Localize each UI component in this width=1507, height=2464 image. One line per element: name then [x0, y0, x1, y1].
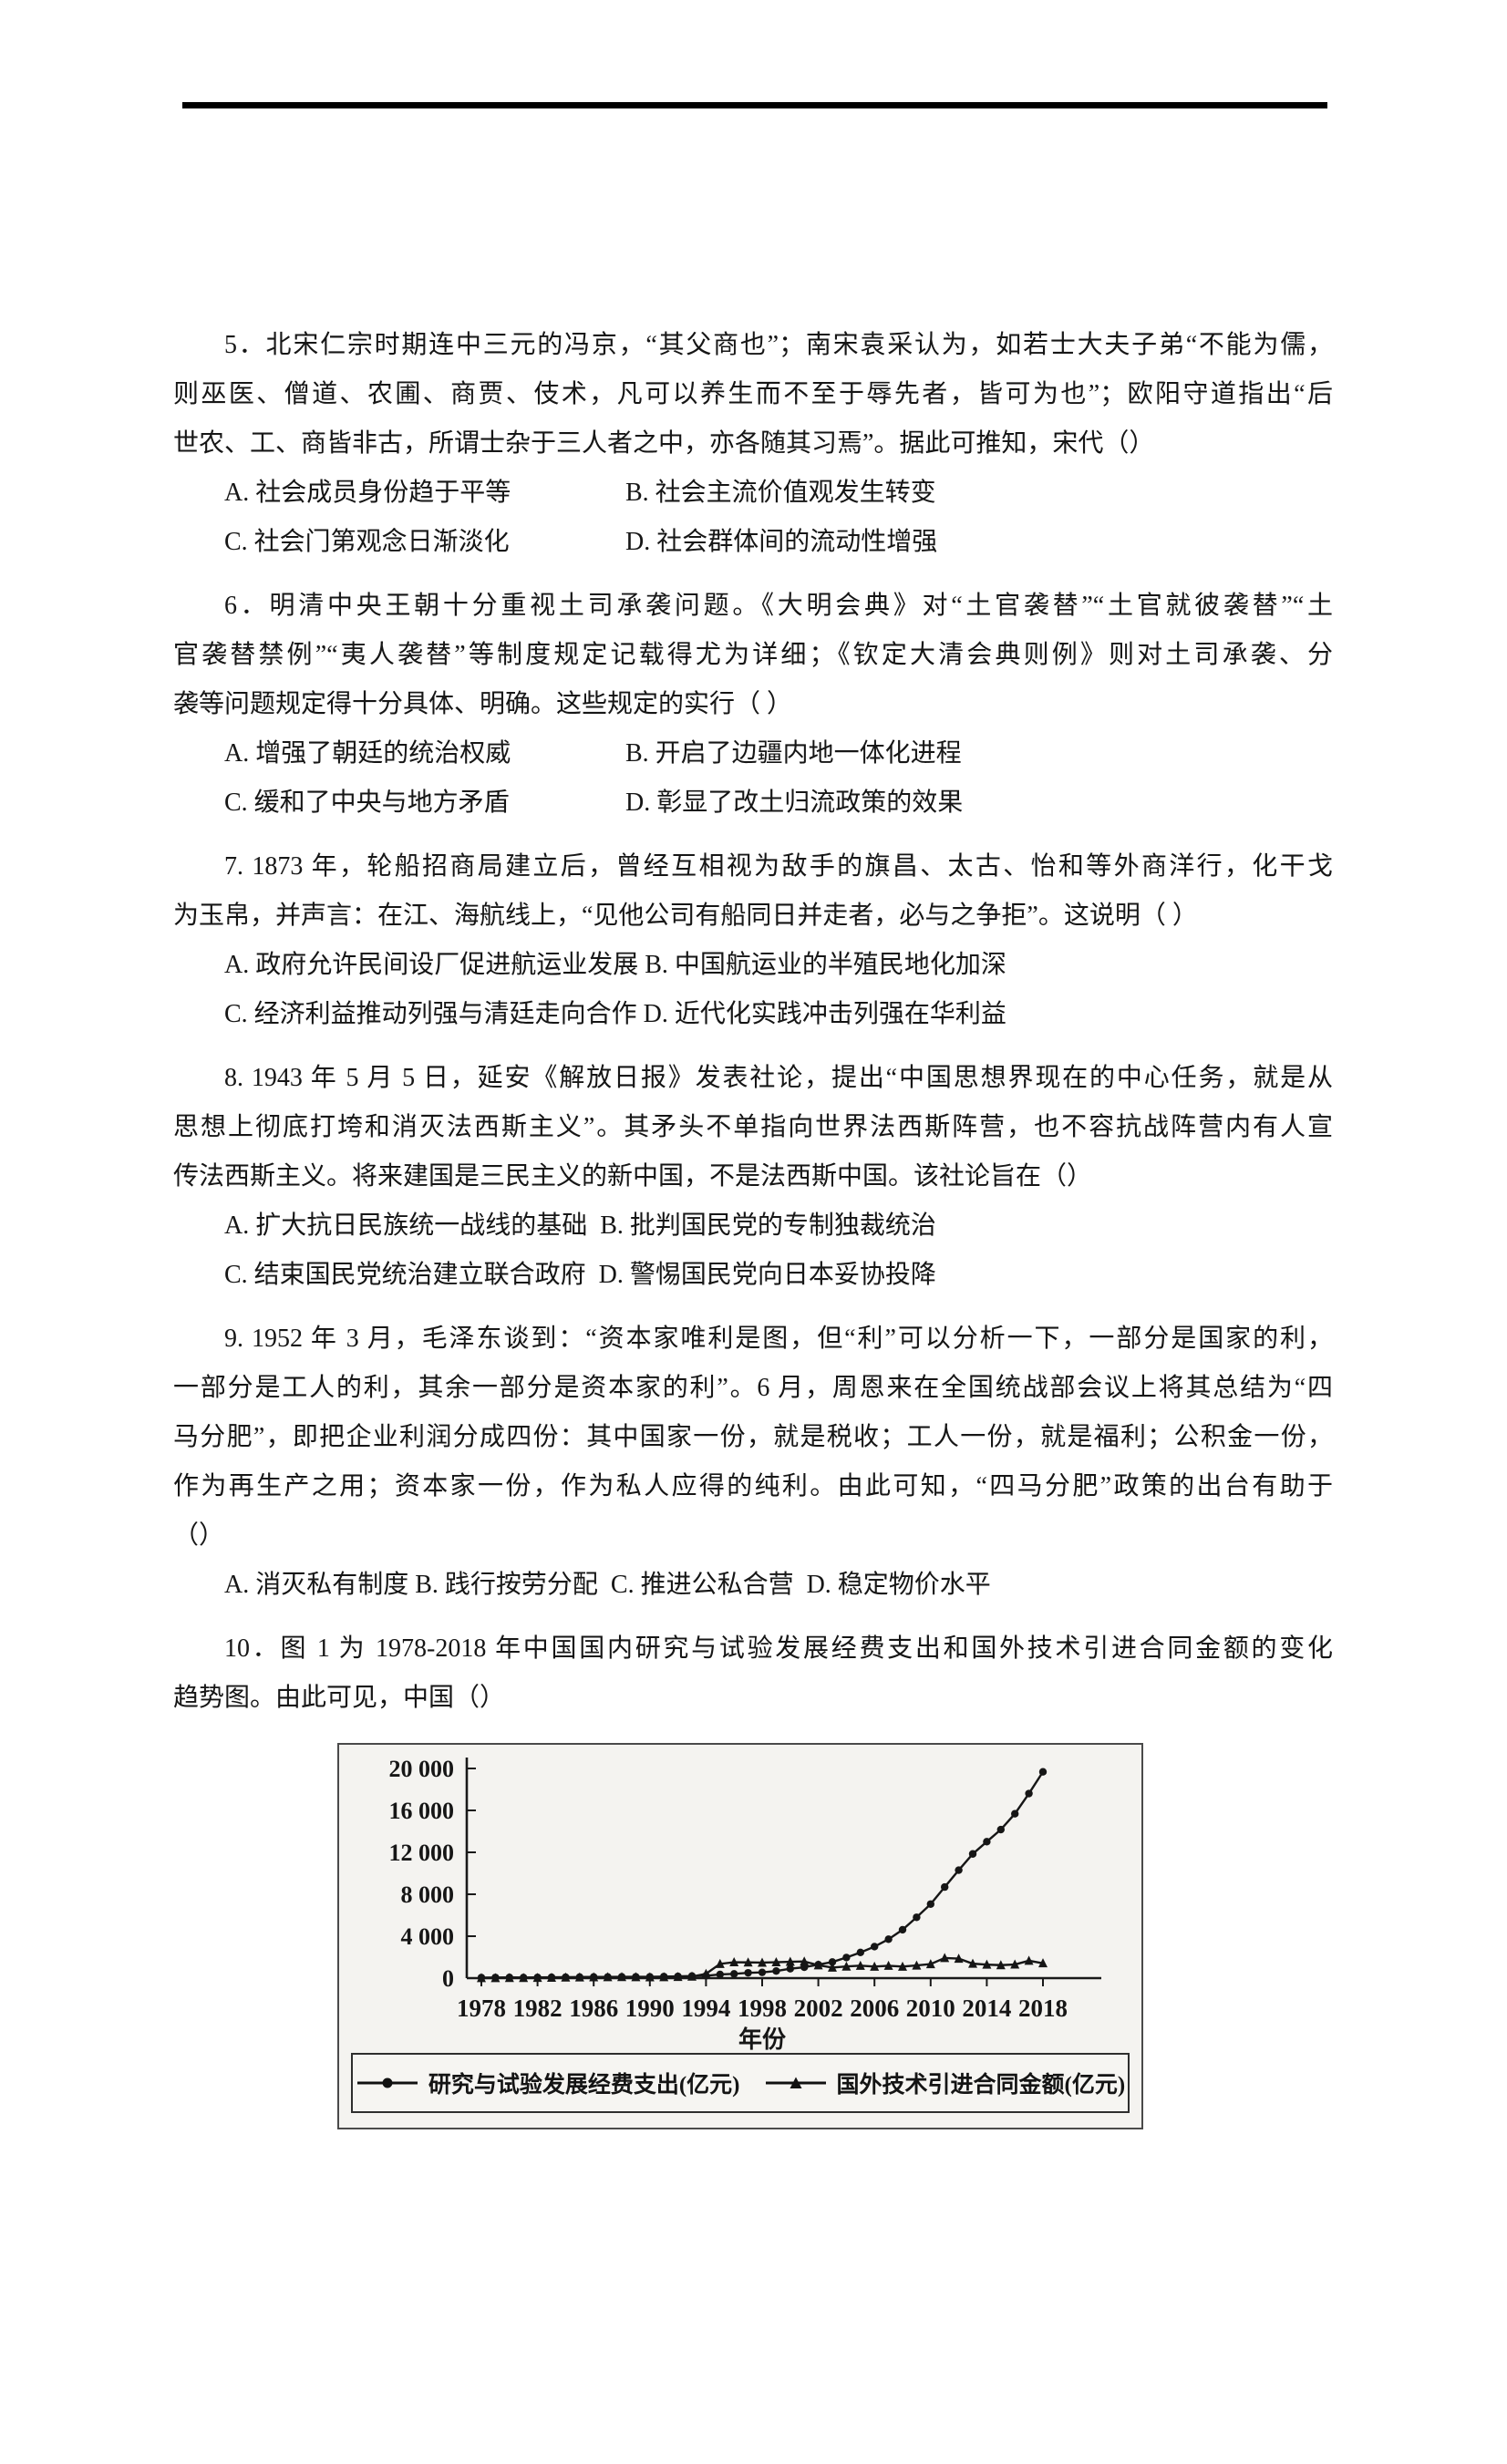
svg-text:2006: 2006 — [850, 1995, 899, 2022]
options-row: C. 缓和了中央与地方矛盾 D. 彰显了改土归流政策的效果 — [173, 778, 1333, 828]
svg-text:1986: 1986 — [569, 1995, 618, 2022]
options-row: C. 结束国民党统治建立联合政府 D. 警惕国民党向日本妥协投降 — [224, 1261, 936, 1289]
svg-text:1978: 1978 — [457, 1995, 506, 2022]
svg-text:20 000: 20 000 — [389, 1756, 455, 1782]
option-d: D. 社会群体间的流动性增强 — [625, 528, 938, 556]
options-row: C. 经济利益推动列强与清廷走向合作 D. 近代化实践冲击列强在华利益 — [224, 1000, 1006, 1028]
legend-label: 国外技术引进合同金额(亿元) — [836, 2073, 1126, 2098]
legend-item-rd-expenditure: 研究与试验发展经费支出(亿元) — [356, 2067, 740, 2099]
question-text-line: 6．明清中央王朝十分重视土司承袭问题。《大明会典》对“土官袭替”“土官就彼袭替”… — [224, 592, 1333, 620]
option-b: B. 开启了边疆内地一体化进程 — [625, 739, 962, 768]
line-chart-plot: 0 4 000 8 000 12 000 16 000 20 000 1978 1982 198… — [389, 1756, 1101, 2051]
question-9: 9. 1952 年 3 月，毛泽东谈到：“资本家唯利是图，但“利”可以分析一下，… — [173, 1314, 1333, 1610]
question-text-line: 10．图 1 为 1978-2018 年中国国内研究与试验发展经费支出和国外技术… — [224, 1634, 1333, 1663]
svg-text:1994: 1994 — [681, 1995, 730, 2022]
question-text-line: 袭等问题规定得十分具体、明确。这些规定的实行（ ） — [173, 690, 793, 718]
svg-text:2010: 2010 — [906, 1995, 955, 2022]
option-c: C. 缓和了中央与地方矛盾 — [224, 789, 510, 817]
question-text-line: （） — [173, 1521, 225, 1550]
options-row: C. 社会门第观念日渐淡化 D. 社会群体间的流动性增强 — [173, 518, 1333, 567]
legend-item-tech-import: 国外技术引进合同金额(亿元) — [764, 2067, 1126, 2099]
svg-text:12 000: 12 000 — [389, 1840, 455, 1866]
chart-legend: 研究与试验发展经费支出(亿元) 国外技术引进合同金额(亿元) — [351, 2053, 1130, 2113]
options-row: A. 消灭私有制度 B. 践行按劳分配 C. 推进公私合营 D. 稳定物价水平 — [224, 1571, 991, 1599]
option-d: D. 彰显了改土归流政策的效果 — [625, 789, 964, 817]
question-text-line: 传法西斯主义。将来建国是三民主义的新中国，不是法西斯中国。该社论旨在（） — [173, 1162, 1093, 1191]
question-text-line: 思想上彻底打垮和消灭法西斯主义”。其矛头不单指向世界法西斯阵营，也不容抗战阵营内… — [173, 1113, 1333, 1141]
svg-text:8 000: 8 000 — [401, 1882, 455, 1908]
options-row: A. 政府允许民间设厂促进航运业发展 B. 中国航运业的半殖民地化加深 — [224, 951, 1006, 979]
question-8: 8. 1943 年 5 月 5 日，延安《解放日报》发表社论，提出“中国思想界现… — [173, 1054, 1333, 1300]
options-row: A. 社会成员身份趋于平等 B. 社会主流价值观发生转变 — [173, 469, 1333, 518]
question-6: 6．明清中央王朝十分重视土司承袭问题。《大明会典》对“土官袭替”“土官就彼袭替”… — [173, 582, 1333, 828]
question-7: 7. 1873 年，轮船招商局建立后，曾经互相视为敌手的旗昌、太古、怡和等外商洋… — [173, 842, 1333, 1039]
option-a: A. 社会成员身份趋于平等 — [224, 479, 511, 507]
svg-text:2018: 2018 — [1018, 1995, 1068, 2022]
option-b: B. 社会主流价值观发生转变 — [625, 479, 936, 507]
svg-text:年份: 年份 — [738, 2026, 786, 2051]
question-text-line: 趋势图。由此可见，中国（） — [173, 1684, 506, 1712]
svg-text:2014: 2014 — [962, 1995, 1011, 2022]
question-text-line: 5．北宋仁宗时期连中三元的冯京，“其父商也”；南宋袁采认为，如若士大夫子弟“不能… — [224, 331, 1333, 359]
svg-text:4 000: 4 000 — [401, 1923, 455, 1950]
question-text-line: 一部分是工人的利，其余一部分是资本家的利”。6 月，周恩来在全国统战部会议上将其… — [173, 1374, 1333, 1402]
triangle-marker-icon — [765, 2077, 826, 2088]
header-rule — [182, 102, 1327, 108]
svg-text:0: 0 — [442, 1965, 454, 1992]
option-a: A. 增强了朝廷的统治权威 — [224, 739, 511, 768]
svg-text:2002: 2002 — [794, 1995, 843, 2022]
question-text-line: 马分肥”，即把企业利润分成四份：其中国家一份，就是税收；工人一份，就是福利；公积… — [173, 1423, 1333, 1451]
question-text-line: 为玉帛，并声言：在江、海航线上，“见他公司有船同日并走者，必与之争拒”。这说明（… — [173, 902, 1198, 930]
options-row: A. 增强了朝廷的统治权威 B. 开启了边疆内地一体化进程 — [173, 729, 1333, 778]
svg-text:16 000: 16 000 — [389, 1798, 455, 1824]
legend-label: 研究与试验发展经费支出(亿元) — [428, 2073, 740, 2098]
question-5: 5．北宋仁宗时期连中三元的冯京，“其父商也”；南宋袁采认为，如若士大夫子弟“不能… — [173, 321, 1333, 567]
figure-1-trend-chart: 0 4 000 8 000 12 000 16 000 20 000 1978 1982 198… — [337, 1743, 1143, 2129]
question-text-line: 官袭替禁例”“夷人袭替”等制度规定记载得尤为详细；《钦定大清会典则例》则对土司承… — [173, 641, 1333, 669]
svg-text:1982: 1982 — [513, 1995, 563, 2022]
question-text-line: 世农、工、商皆非古，所谓士杂于三人者之中，亦各随其习焉”。据此可推知，宋代（） — [173, 429, 1155, 458]
question-text-line: 8. 1943 年 5 月 5 日，延安《解放日报》发表社论，提出“中国思想界现… — [224, 1064, 1333, 1092]
option-c: C. 社会门第观念日渐淡化 — [224, 528, 510, 556]
circle-marker-icon — [356, 2077, 418, 2088]
question-text-line: 则巫医、僧道、农圃、商贾、伎术，凡可以养生而不至于辱先者，皆可为也”；欧阳守道指… — [173, 380, 1333, 408]
questions-area: 5．北宋仁宗时期连中三元的冯京，“其父商也”；南宋袁采认为，如若士大夫子弟“不能… — [173, 321, 1333, 2129]
svg-text:1998: 1998 — [738, 1995, 787, 2022]
options-row: A. 扩大抗日民族统一战线的基础 B. 批判国民党的专制独裁统治 — [224, 1211, 936, 1240]
question-text-line: 作为再生产之用；资本家一份，作为私人应得的纯利。由此可知，“四马分肥”政策的出台… — [173, 1472, 1333, 1500]
question-10: 10．图 1 为 1978-2018 年中国国内研究与试验发展经费支出和国外技术… — [173, 1624, 1333, 1723]
svg-text:1990: 1990 — [625, 1995, 675, 2022]
question-text-line: 9. 1952 年 3 月，毛泽东谈到：“资本家唯利是图，但“利”可以分析一下，… — [224, 1325, 1333, 1353]
question-text-line: 7. 1873 年，轮船招商局建立后，曾经互相视为敌手的旗昌、太古、怡和等外商洋… — [224, 852, 1333, 881]
